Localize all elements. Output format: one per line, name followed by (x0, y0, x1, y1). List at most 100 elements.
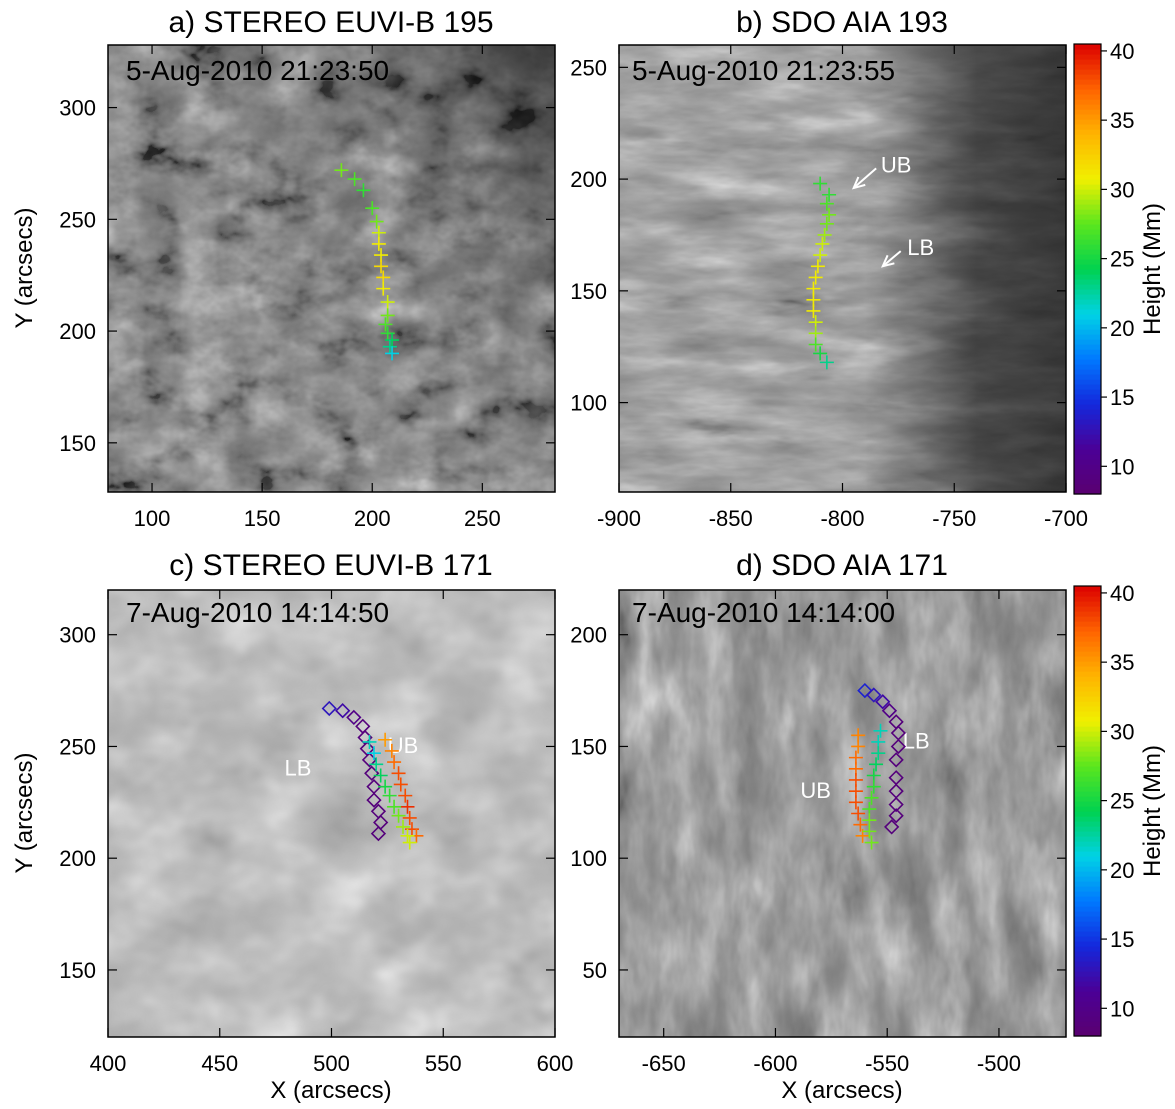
panel-a-title: a) STEREO EUVI-B 195 (168, 6, 493, 39)
x-tick-label: 100 (134, 506, 171, 531)
colorbar-segment (1074, 284, 1101, 290)
annotation-label: LB (285, 756, 312, 781)
colorbar-segment (1074, 424, 1101, 430)
diamond-marker (346, 709, 362, 726)
cross-marker (808, 270, 823, 285)
colorbar-segment (1074, 129, 1101, 135)
colorbar-tick-label: 15 (1110, 385, 1134, 410)
colorbar-segment (1074, 164, 1101, 170)
colorbar-segment (1074, 459, 1101, 465)
cross-marker (362, 734, 377, 749)
colorbar-segment (1074, 641, 1101, 647)
colorbar-segment (1074, 926, 1101, 932)
x-tick-label: -550 (865, 1051, 909, 1076)
colorbar-bottom: 10 15 20 25 30 35 40 Height (Mm) (1073, 581, 1166, 1037)
colorbar-segment (1074, 776, 1101, 782)
colorbar-segment (1074, 651, 1101, 657)
panel-a-axes: 100 150 200 250 150 200 250 300 (59, 45, 555, 531)
colorbar-top-label: Height (Mm) (1139, 203, 1166, 335)
colorbar-segment (1074, 791, 1101, 797)
annotation-arrow (882, 250, 902, 268)
colorbar-segment (1074, 666, 1101, 672)
colorbar-segment (1074, 294, 1101, 300)
cross-marker (380, 308, 395, 323)
y-tick-label: 300 (59, 623, 96, 648)
x-tick-label: -600 (753, 1051, 797, 1076)
colorbar-top: 10 15 20 25 30 35 40 Height (Mm) (1073, 39, 1166, 495)
colorbar-segment (1074, 716, 1101, 722)
colorbar-segment (1074, 364, 1101, 370)
colorbar-segment (1074, 244, 1101, 250)
cross-marker (810, 259, 825, 274)
colorbar-segment (1074, 886, 1101, 892)
colorbar-segment (1074, 626, 1101, 632)
cross-marker (806, 303, 821, 318)
cross-marker (378, 317, 393, 332)
colorbar-segment (1074, 484, 1101, 490)
colorbar-tick-label: 15 (1110, 927, 1134, 952)
colorbar-segment (1074, 254, 1101, 260)
panel-b-markers (806, 176, 837, 370)
colorbar-segment (1074, 781, 1101, 787)
panel-c-xlabel: X (arcsecs) (270, 1077, 391, 1104)
panel-b-title: b) SDO AIA 193 (736, 6, 948, 39)
colorbar-segment (1074, 746, 1101, 752)
cross-marker (382, 788, 397, 803)
colorbar-segment (1074, 49, 1101, 55)
colorbar-segment (1074, 1011, 1101, 1017)
colorbar-segment (1074, 971, 1101, 977)
panel-a: a) STEREO EUVI-B 195 5-Aug-2010 21:23:50… (11, 6, 556, 531)
colorbar-segment (1074, 991, 1101, 997)
cross-marker (813, 248, 828, 263)
colorbar-segment (1074, 379, 1101, 385)
y-tick-label: 250 (59, 734, 96, 759)
cross-marker (813, 176, 828, 191)
panel-b-timestamp: 5-Aug-2010 21:23:55 (632, 55, 895, 86)
cross-marker (851, 806, 866, 821)
colorbar-segment (1074, 821, 1101, 827)
y-tick-label: 100 (570, 846, 607, 871)
cross-marker (813, 346, 828, 361)
cross-marker (376, 281, 391, 296)
panel-d-annotations: LB UB (800, 729, 929, 803)
colorbar-segment (1074, 921, 1101, 927)
cross-marker (391, 808, 406, 823)
annotation-arrowhead (880, 254, 895, 268)
x-tick-label: 500 (313, 1051, 350, 1076)
diamond-marker (888, 752, 904, 768)
image-d (619, 590, 1066, 1037)
colorbar-segment (1074, 474, 1101, 480)
cross-marker (393, 777, 408, 792)
panel-d-title: d) SDO AIA 171 (736, 549, 948, 582)
colorbar-segment (1074, 219, 1101, 225)
colorbar-tick-label: 10 (1110, 454, 1134, 479)
colorbar-segment (1074, 986, 1101, 992)
cross-marker (334, 163, 349, 178)
colorbar-tick-label: 30 (1110, 177, 1134, 202)
x-tick-label: -900 (597, 506, 641, 531)
colorbar-segment (1074, 269, 1101, 275)
colorbar-segment (1074, 851, 1101, 857)
colorbar-segment (1074, 149, 1101, 155)
colorbar-segment (1074, 319, 1101, 325)
colorbar-segment (1074, 314, 1101, 320)
x-tick-label: 550 (425, 1051, 462, 1076)
colorbar-segment (1074, 144, 1101, 150)
cross-marker (384, 743, 399, 758)
colorbar-segment (1074, 661, 1101, 667)
colorbar-segment (1074, 1031, 1101, 1037)
panel-c-annotations: LB UB (285, 733, 419, 780)
colorbar-segment (1074, 596, 1101, 602)
colorbar-segment (1074, 691, 1101, 697)
colorbar-segment (1074, 711, 1101, 717)
image-a (108, 45, 555, 492)
colorbar-segment (1074, 429, 1101, 435)
colorbar-tick-label: 40 (1110, 39, 1134, 64)
cross-marker (378, 732, 393, 747)
x-tick-label: 400 (90, 1051, 127, 1076)
colorbar-segment (1074, 786, 1101, 792)
colorbar-segment (1074, 826, 1101, 832)
colorbar-segment (1074, 966, 1101, 972)
x-tick-label: 250 (464, 506, 501, 531)
colorbar-segment (1074, 389, 1101, 395)
